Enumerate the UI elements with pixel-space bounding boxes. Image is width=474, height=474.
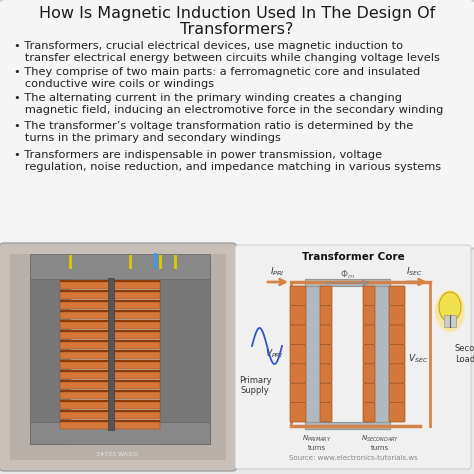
Bar — [60, 290, 160, 292]
Bar — [60, 302, 160, 309]
Text: Transformer Core: Transformer Core — [301, 252, 404, 262]
Bar — [60, 370, 160, 372]
Bar — [305, 279, 390, 286]
Bar — [60, 412, 160, 419]
Text: $\Phi_m$: $\Phi_m$ — [340, 268, 355, 281]
Bar — [60, 342, 160, 349]
Bar — [60, 340, 160, 342]
Bar — [60, 332, 160, 339]
Bar — [60, 362, 160, 369]
Bar — [60, 402, 160, 409]
FancyBboxPatch shape — [389, 364, 405, 383]
Bar — [374, 279, 390, 429]
FancyBboxPatch shape — [363, 402, 375, 422]
FancyBboxPatch shape — [290, 383, 306, 402]
FancyBboxPatch shape — [363, 286, 375, 305]
Bar — [60, 390, 160, 392]
Bar — [305, 422, 390, 429]
FancyBboxPatch shape — [290, 325, 306, 344]
Bar — [60, 312, 160, 319]
FancyBboxPatch shape — [320, 364, 332, 383]
Bar — [60, 322, 160, 329]
Text: $V_{PRI}$: $V_{PRI}$ — [265, 348, 283, 360]
Bar — [60, 310, 160, 312]
Text: $I_{SEC}$: $I_{SEC}$ — [406, 265, 423, 278]
Bar — [444, 315, 456, 327]
Bar — [30, 422, 210, 444]
Bar — [60, 392, 160, 399]
Bar — [60, 410, 160, 412]
Bar — [60, 400, 160, 402]
FancyBboxPatch shape — [320, 325, 332, 344]
Text: • Transformers, crucial electrical devices, use magnetic induction to
   transfe: • Transformers, crucial electrical devic… — [14, 41, 440, 64]
FancyBboxPatch shape — [290, 364, 306, 383]
Text: $N_{SECONDARY}$
turns: $N_{SECONDARY}$ turns — [361, 434, 399, 451]
FancyBboxPatch shape — [320, 305, 332, 325]
FancyBboxPatch shape — [290, 402, 306, 422]
FancyBboxPatch shape — [389, 286, 405, 305]
FancyBboxPatch shape — [290, 305, 306, 325]
FancyBboxPatch shape — [235, 245, 471, 469]
FancyBboxPatch shape — [389, 344, 405, 364]
Bar — [60, 372, 160, 379]
FancyBboxPatch shape — [0, 243, 237, 471]
Text: Transformers?: Transformers? — [180, 22, 294, 37]
Bar — [60, 330, 160, 332]
FancyBboxPatch shape — [363, 325, 375, 344]
FancyBboxPatch shape — [320, 383, 332, 402]
Bar — [60, 292, 160, 299]
Bar — [60, 300, 160, 302]
FancyBboxPatch shape — [363, 364, 375, 383]
FancyBboxPatch shape — [363, 383, 375, 402]
Bar — [60, 320, 160, 322]
Bar — [10, 254, 226, 460]
FancyBboxPatch shape — [389, 383, 405, 402]
Bar — [30, 254, 210, 279]
Ellipse shape — [435, 290, 465, 332]
Text: • They comprise of two main parts: a ferromagnetic core and insulated
   conduct: • They comprise of two main parts: a fer… — [14, 67, 420, 90]
Text: 34733 WA3/0: 34733 WA3/0 — [96, 451, 138, 456]
Text: How Is Magnetic Induction Used In The Design Of: How Is Magnetic Induction Used In The De… — [39, 6, 435, 21]
Bar — [305, 279, 321, 429]
FancyBboxPatch shape — [363, 344, 375, 364]
FancyBboxPatch shape — [320, 344, 332, 364]
Text: • Transformers are indispensable in power transmission, voltage
   regulation, n: • Transformers are indispensable in powe… — [14, 150, 441, 173]
FancyBboxPatch shape — [0, 0, 474, 250]
Text: $V_{SEC}$: $V_{SEC}$ — [408, 353, 428, 365]
Ellipse shape — [439, 292, 461, 322]
FancyBboxPatch shape — [290, 344, 306, 364]
Bar — [60, 420, 160, 422]
Bar — [60, 282, 160, 289]
FancyBboxPatch shape — [363, 305, 375, 325]
Text: $I_{PRI}$: $I_{PRI}$ — [270, 265, 284, 278]
Bar — [60, 352, 160, 359]
Bar — [30, 259, 70, 444]
Bar — [108, 278, 114, 430]
Bar — [60, 382, 160, 389]
FancyBboxPatch shape — [389, 325, 405, 344]
FancyBboxPatch shape — [320, 286, 332, 305]
FancyBboxPatch shape — [389, 402, 405, 422]
Text: • The alternating current in the primary winding creates a changing
   magnetic : • The alternating current in the primary… — [14, 93, 443, 115]
Bar — [60, 380, 160, 382]
Bar — [60, 422, 160, 429]
Text: Secondary
Load: Secondary Load — [455, 344, 474, 364]
Text: Source: www.electronics-tutorials.ws: Source: www.electronics-tutorials.ws — [289, 455, 418, 461]
Text: Primary
Supply: Primary Supply — [239, 376, 271, 395]
Text: • The transformer’s voltage transformation ratio is determined by the
   turns i: • The transformer’s voltage transformati… — [14, 121, 413, 144]
Text: $N_{PRIMARY}$
turns: $N_{PRIMARY}$ turns — [302, 434, 332, 451]
Bar — [160, 259, 210, 444]
Bar — [60, 350, 160, 352]
Bar — [60, 360, 160, 362]
FancyBboxPatch shape — [389, 305, 405, 325]
FancyBboxPatch shape — [320, 402, 332, 422]
Bar — [60, 280, 160, 282]
FancyBboxPatch shape — [290, 286, 306, 305]
